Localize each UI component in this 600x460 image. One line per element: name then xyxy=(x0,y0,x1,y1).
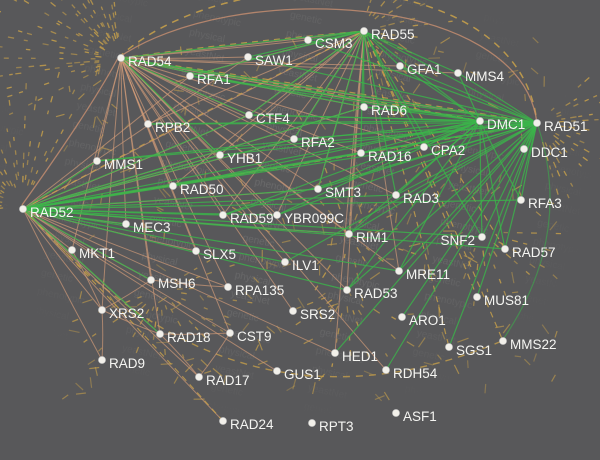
svg-text:MMS4: MMS4 xyxy=(465,69,504,84)
svg-text:RAD18: RAD18 xyxy=(167,330,211,345)
svg-text:RPA135: RPA135 xyxy=(235,283,284,298)
svg-text:RAD51: RAD51 xyxy=(544,119,588,134)
svg-text:GFA1: GFA1 xyxy=(407,62,442,77)
svg-text:RAD52: RAD52 xyxy=(30,205,74,220)
svg-text:XRS2: XRS2 xyxy=(109,306,144,321)
svg-text:RDH54: RDH54 xyxy=(393,366,438,381)
svg-text:ARO1: ARO1 xyxy=(409,313,446,328)
svg-text:CPA2: CPA2 xyxy=(431,143,465,158)
svg-text:CTF4: CTF4 xyxy=(256,111,290,126)
svg-text:RFA1: RFA1 xyxy=(197,72,231,87)
svg-text:SMT3: SMT3 xyxy=(325,185,361,200)
svg-text:MRE11: MRE11 xyxy=(406,267,450,282)
svg-text:DDC1: DDC1 xyxy=(531,145,568,160)
svg-text:HED1: HED1 xyxy=(342,349,378,364)
svg-text:RAD24: RAD24 xyxy=(230,417,274,432)
svg-text:RPT3: RPT3 xyxy=(319,419,354,434)
svg-text:RAD3: RAD3 xyxy=(403,191,439,206)
svg-text:RAD50: RAD50 xyxy=(180,182,224,197)
svg-text:SRS2: SRS2 xyxy=(300,307,335,322)
svg-text:CST9: CST9 xyxy=(237,329,272,344)
svg-text:SGS1: SGS1 xyxy=(456,343,492,358)
svg-text:GUS1: GUS1 xyxy=(284,367,321,382)
svg-text:SAW1: SAW1 xyxy=(255,53,293,68)
svg-text:RAD59: RAD59 xyxy=(230,211,274,226)
svg-text:RAD53: RAD53 xyxy=(354,286,398,301)
svg-text:ILV1: ILV1 xyxy=(292,258,319,273)
svg-text:RAD57: RAD57 xyxy=(512,245,556,260)
svg-text:RAD17: RAD17 xyxy=(206,373,250,388)
svg-text:SNF2: SNF2 xyxy=(440,233,475,248)
svg-text:MSH6: MSH6 xyxy=(158,276,196,291)
svg-text:MMS1: MMS1 xyxy=(104,157,143,172)
svg-text:RAD9: RAD9 xyxy=(109,356,145,371)
svg-text:RIM1: RIM1 xyxy=(356,230,388,245)
svg-text:MKT1: MKT1 xyxy=(79,246,115,261)
svg-text:YHB1: YHB1 xyxy=(227,151,262,166)
svg-text:RPB2: RPB2 xyxy=(155,120,190,135)
svg-text:RFA3: RFA3 xyxy=(528,196,562,211)
svg-text:YBR099C: YBR099C xyxy=(284,211,344,226)
svg-text:MUS81: MUS81 xyxy=(484,293,529,308)
svg-text:RAD54: RAD54 xyxy=(128,54,172,69)
svg-text:SLX5: SLX5 xyxy=(203,247,236,262)
svg-text:ASF1: ASF1 xyxy=(403,409,437,424)
svg-text:RAD16: RAD16 xyxy=(368,149,412,164)
svg-text:CSM3: CSM3 xyxy=(315,36,353,51)
svg-text:MMS22: MMS22 xyxy=(510,337,557,352)
svg-text:RFA2: RFA2 xyxy=(301,135,335,150)
svg-text:MEC3: MEC3 xyxy=(133,220,171,235)
svg-text:RAD6: RAD6 xyxy=(371,103,407,118)
svg-text:RAD55: RAD55 xyxy=(371,27,415,42)
svg-text:DMC1: DMC1 xyxy=(487,117,525,132)
